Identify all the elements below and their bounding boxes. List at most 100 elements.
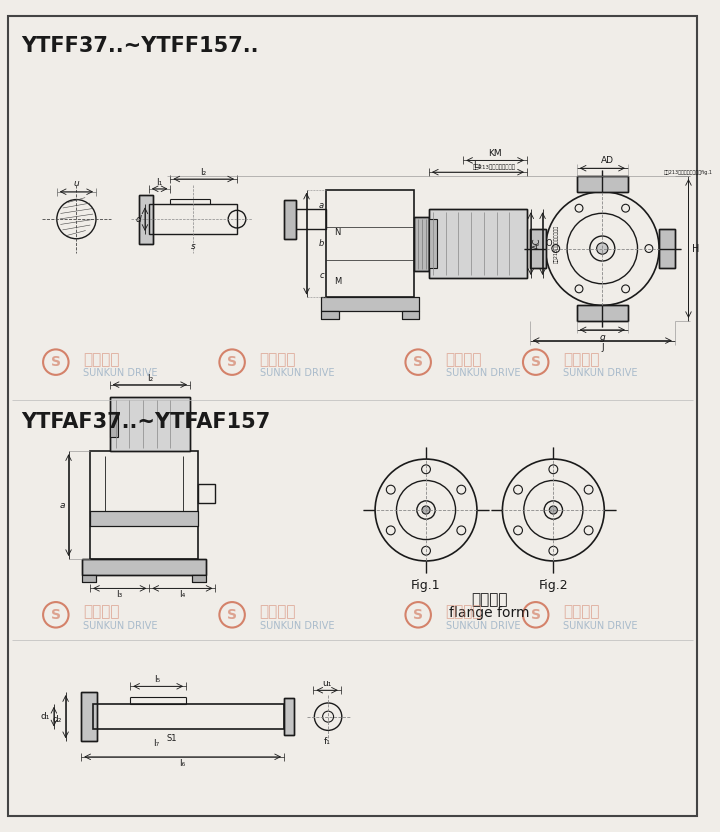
Text: YTFF37..~YTFF157..: YTFF37..~YTFF157.. xyxy=(22,36,259,56)
Bar xyxy=(530,229,546,269)
Text: S: S xyxy=(227,355,237,369)
Bar xyxy=(402,311,419,319)
Circle shape xyxy=(422,506,430,514)
Bar xyxy=(139,195,153,244)
Text: 上坤传动: 上坤传动 xyxy=(446,352,482,367)
Text: S1: S1 xyxy=(166,735,176,743)
Text: J: J xyxy=(601,343,603,352)
Text: Fig.2: Fig.2 xyxy=(539,578,568,592)
Text: c: c xyxy=(320,271,324,280)
Bar xyxy=(577,305,628,321)
Bar xyxy=(659,229,675,269)
Bar xyxy=(192,575,206,582)
Text: 上坤传动: 上坤传动 xyxy=(84,352,120,367)
Bar xyxy=(284,698,294,735)
Text: N: N xyxy=(334,228,341,237)
Bar xyxy=(292,210,326,229)
Bar xyxy=(109,398,190,451)
Bar xyxy=(429,210,527,278)
Text: g: g xyxy=(600,333,606,342)
Text: l₄: l₄ xyxy=(179,591,185,599)
Text: H: H xyxy=(693,244,700,254)
Text: S: S xyxy=(227,608,237,622)
Text: L₁: L₁ xyxy=(474,161,482,171)
Bar xyxy=(659,229,675,269)
Bar xyxy=(139,195,153,244)
Bar xyxy=(81,692,97,741)
Bar xyxy=(284,200,296,239)
Bar xyxy=(321,311,339,319)
Text: S: S xyxy=(413,355,423,369)
Bar xyxy=(93,704,284,730)
Text: l₁: l₁ xyxy=(156,178,163,187)
Text: M: M xyxy=(334,277,341,286)
Text: u: u xyxy=(73,179,79,188)
Text: 上坤传动: 上坤传动 xyxy=(259,604,296,619)
Text: Fig.1: Fig.1 xyxy=(411,578,441,592)
Bar xyxy=(82,575,96,582)
Bar xyxy=(284,200,296,239)
Text: d₁: d₁ xyxy=(40,712,50,721)
Text: u₁: u₁ xyxy=(323,679,332,688)
Text: s: s xyxy=(191,241,195,250)
Text: l₂: l₂ xyxy=(147,374,153,383)
Bar xyxy=(109,412,117,437)
Bar xyxy=(321,298,419,311)
Bar xyxy=(90,511,198,526)
Bar xyxy=(577,176,628,191)
Text: S: S xyxy=(531,355,541,369)
Text: SUNKUN DRIVE: SUNKUN DRIVE xyxy=(84,621,158,631)
Text: l₅: l₅ xyxy=(155,676,161,685)
Text: 法兰安装: 法兰安装 xyxy=(472,592,508,607)
Text: l₂: l₂ xyxy=(201,168,207,177)
Text: S: S xyxy=(51,355,60,369)
Text: 见第213页附录电机尺寸表: 见第213页附录电机尺寸表 xyxy=(473,165,516,171)
Text: SUNKUN DRIVE: SUNKUN DRIVE xyxy=(84,368,158,378)
Text: 见第213页附录电机尺寸表: 见第213页附录电机尺寸表 xyxy=(554,225,559,263)
Text: SUNKUN DRIVE: SUNKUN DRIVE xyxy=(563,621,638,631)
Text: SUNKUN DRIVE: SUNKUN DRIVE xyxy=(446,368,520,378)
Bar xyxy=(90,451,198,559)
Bar xyxy=(414,216,429,270)
Text: YTFAF37..~YTFAF157: YTFAF37..~YTFAF157 xyxy=(22,412,271,432)
Text: SUNKUN DRIVE: SUNKUN DRIVE xyxy=(446,621,520,631)
Text: S: S xyxy=(531,608,541,622)
Text: l₇: l₇ xyxy=(153,739,160,748)
Bar xyxy=(198,483,215,503)
Circle shape xyxy=(549,506,557,514)
Bar xyxy=(321,298,419,311)
Text: l₆: l₆ xyxy=(179,759,185,768)
Bar xyxy=(321,311,339,319)
Text: d: d xyxy=(135,215,141,224)
Text: SUNKUN DRIVE: SUNKUN DRIVE xyxy=(259,621,334,631)
Text: l₃: l₃ xyxy=(117,591,122,599)
Bar xyxy=(90,511,198,526)
Bar xyxy=(284,698,294,735)
Text: AD: AD xyxy=(600,156,613,166)
Text: 上坤传动: 上坤传动 xyxy=(84,604,120,619)
Text: a: a xyxy=(59,501,65,510)
Text: b: b xyxy=(319,239,324,248)
Text: SUNKUN DRIVE: SUNKUN DRIVE xyxy=(563,368,638,378)
Bar xyxy=(414,216,429,270)
Bar xyxy=(109,398,190,451)
Bar xyxy=(429,210,527,278)
Text: a: a xyxy=(319,201,324,210)
Text: d₂: d₂ xyxy=(53,715,62,724)
Text: 见第213页附录电机尺寸表fig.1: 见第213页附录电机尺寸表fig.1 xyxy=(664,171,713,176)
Bar xyxy=(326,190,414,298)
Text: 上坤传动: 上坤传动 xyxy=(259,352,296,367)
Text: KM: KM xyxy=(487,150,501,158)
Bar xyxy=(149,205,237,234)
Bar xyxy=(530,229,546,269)
Bar xyxy=(82,575,96,582)
Bar xyxy=(429,219,437,268)
Text: S: S xyxy=(413,608,423,622)
Text: SUNKUN DRIVE: SUNKUN DRIVE xyxy=(259,368,334,378)
Text: AC: AC xyxy=(533,238,541,250)
Text: 上坤传动: 上坤传动 xyxy=(446,604,482,619)
Text: 上坤传动: 上坤传动 xyxy=(563,604,600,619)
Circle shape xyxy=(597,243,608,255)
Text: flange form: flange form xyxy=(449,606,530,620)
Text: O: O xyxy=(545,239,552,248)
